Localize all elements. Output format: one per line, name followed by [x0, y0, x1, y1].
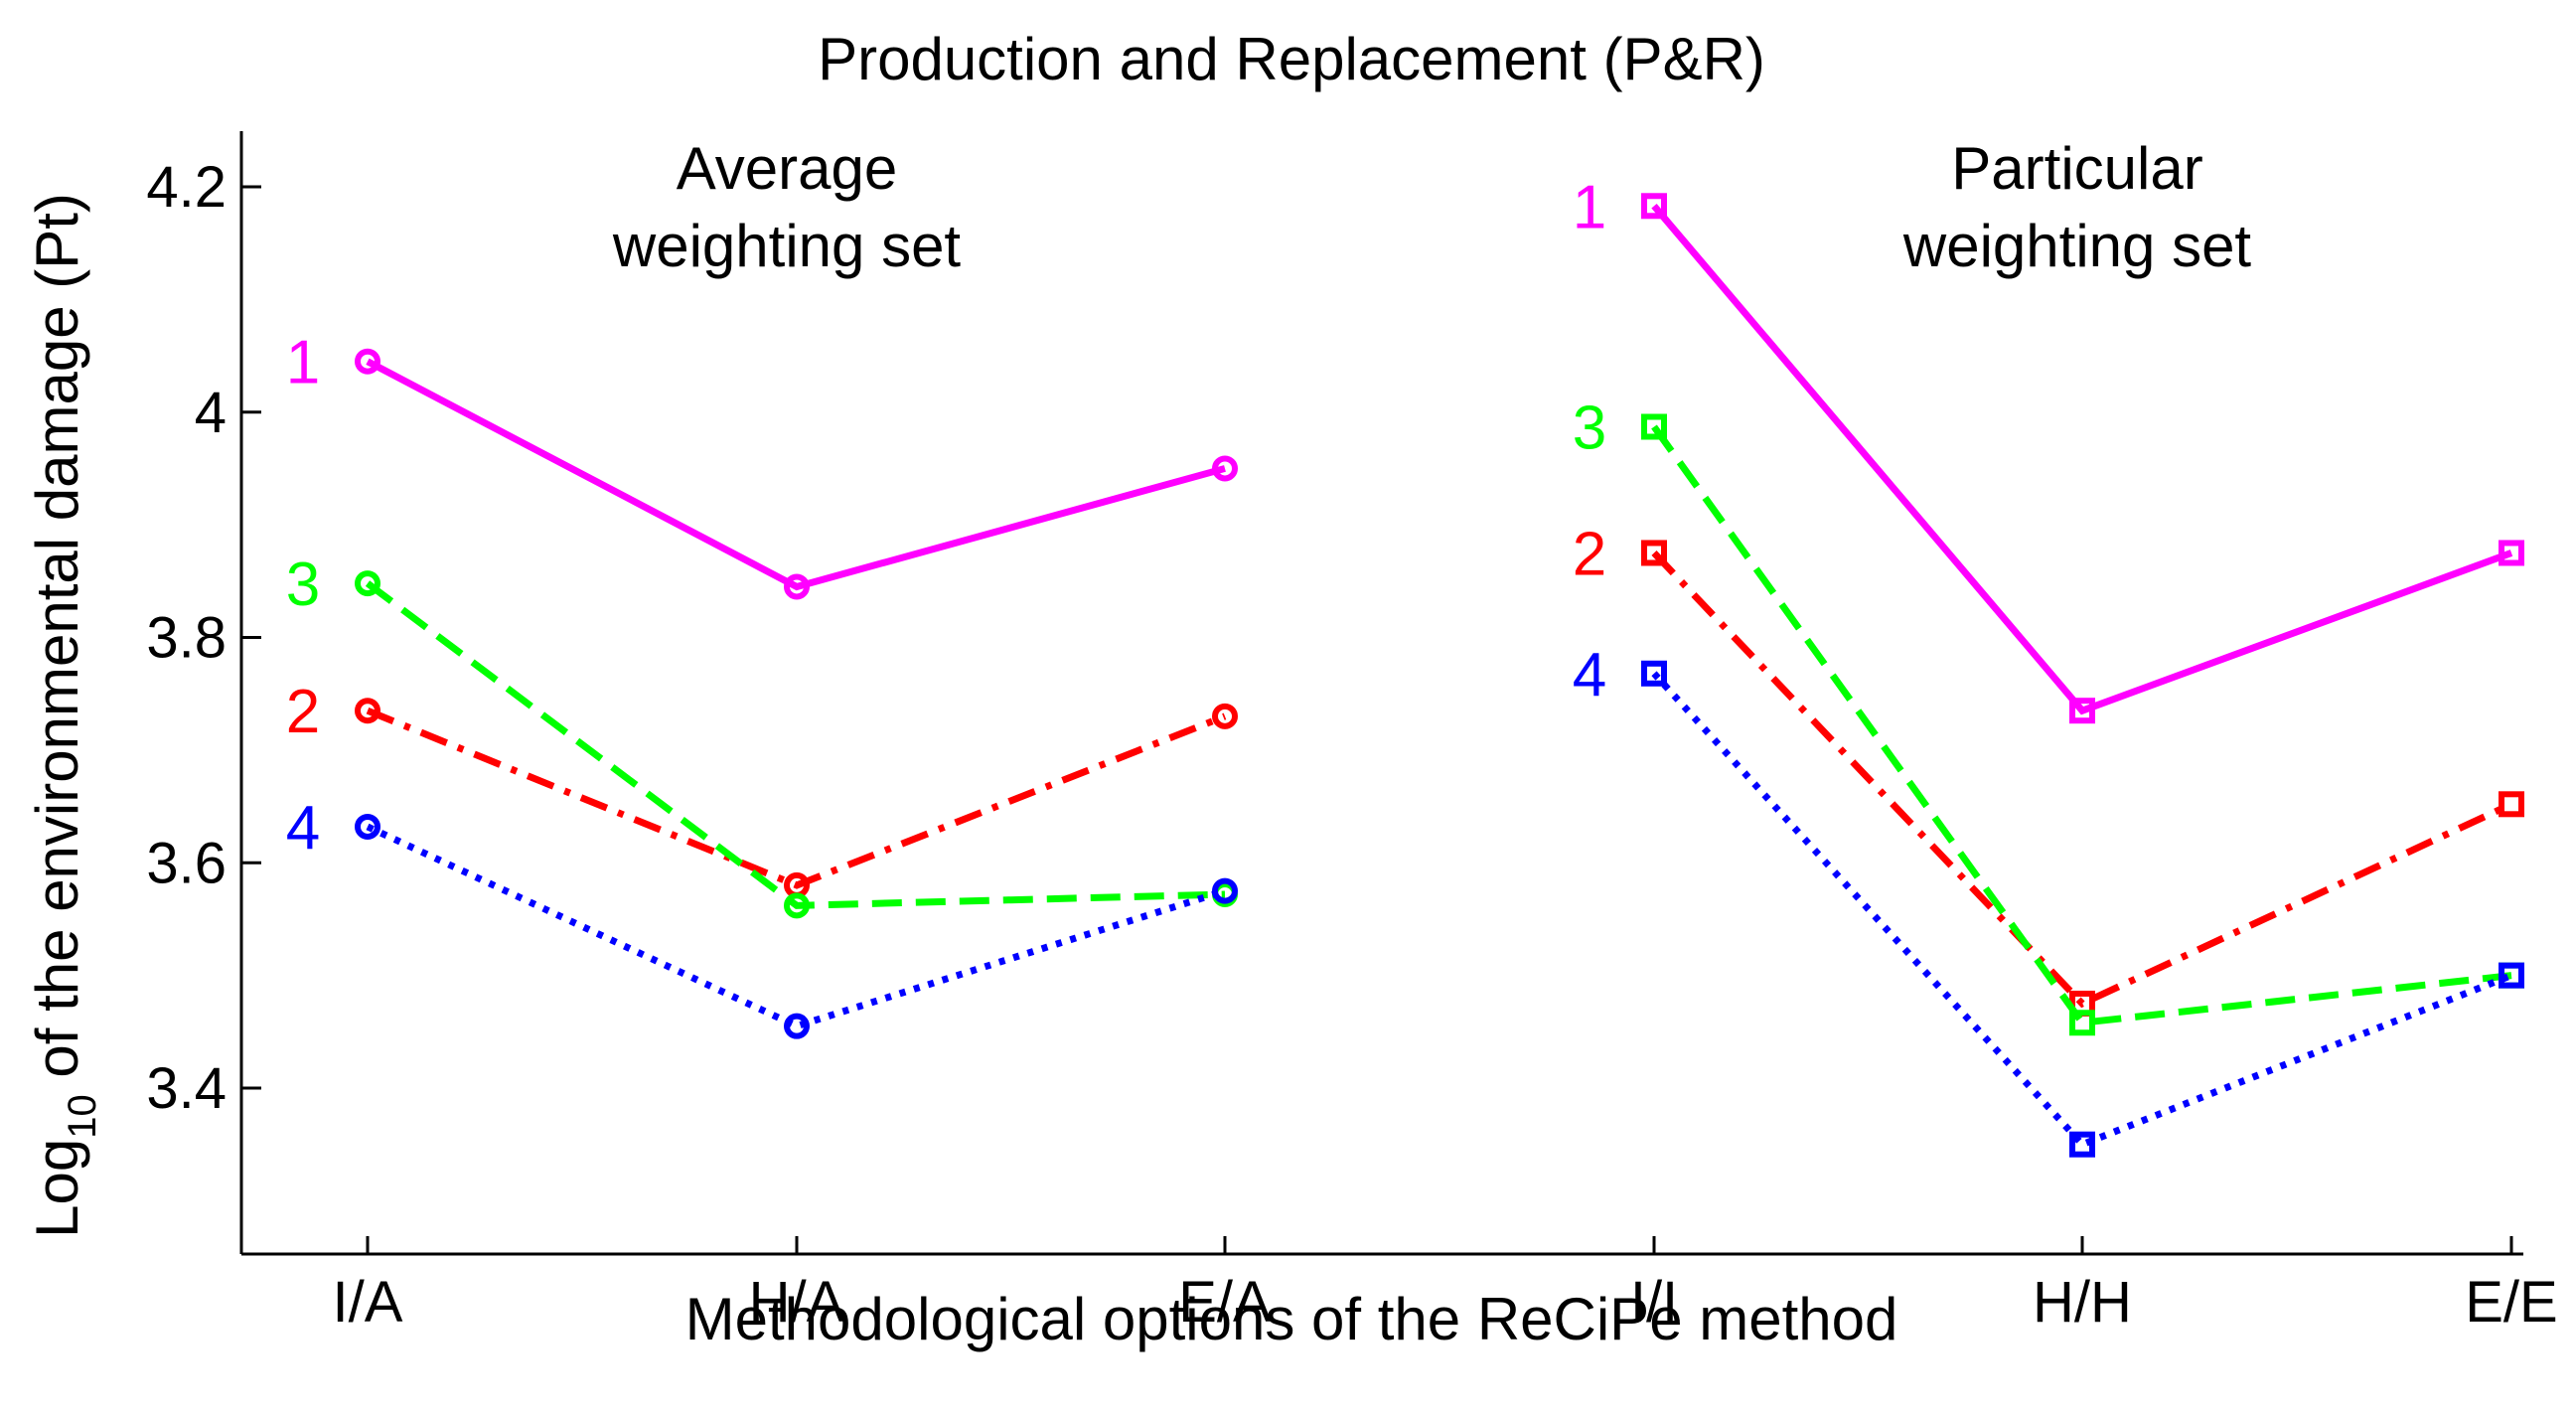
y-tick-label: 3.6: [146, 831, 227, 895]
series-label: 3: [286, 551, 320, 619]
data-point: [2069, 1010, 2095, 1036]
series-label: 3: [1573, 394, 1606, 462]
series-line: [1651, 204, 2513, 715]
data-point: [1641, 193, 1667, 220]
group-label-line: Particular: [1951, 135, 2202, 202]
y-axis-label-prefix: Log: [24, 1139, 90, 1238]
series-line: [1651, 424, 2512, 1026]
data-point: [2069, 1131, 2095, 1158]
data-point: [2499, 962, 2524, 989]
group-label-line: weighting set: [612, 213, 962, 279]
chart-title: Production and Replacement (P&R): [818, 26, 1765, 92]
series-layer: [355, 193, 2524, 1158]
series-2: [355, 540, 2524, 1017]
data-point: [1212, 877, 1238, 904]
series-label: 2: [286, 678, 320, 746]
data-point: [784, 1013, 810, 1039]
y-tick-label: 3.4: [146, 1056, 227, 1121]
series-1: [355, 193, 2524, 724]
plot-axes: [239, 131, 2523, 1256]
series-labels: 1 1 2 2 3 3 4 4: [286, 173, 1606, 863]
data-point: [355, 348, 380, 375]
data-point: [2499, 540, 2524, 566]
series-label: 4: [286, 794, 320, 863]
data-point: [355, 813, 380, 840]
group-label-line: weighting set: [1902, 213, 2252, 279]
series-line: [1651, 671, 2513, 1149]
x-tick-label: H/A: [749, 1270, 845, 1335]
series-label: 1: [286, 329, 320, 397]
x-tick-label: E/A: [1178, 1270, 1272, 1335]
group-label-line: Average: [677, 135, 897, 202]
series-label: 4: [1573, 641, 1606, 709]
y-tick-label: 4.2: [146, 155, 227, 220]
series-line: [365, 580, 1226, 909]
data-point: [2499, 791, 2524, 818]
x-tick-label: I/A: [333, 1270, 403, 1335]
series-line: [366, 707, 1227, 889]
y-axis-label: Log10 of the environmental damage (Pt): [24, 193, 104, 1238]
series-label: 2: [1573, 520, 1606, 588]
x-tick-label: H/H: [2033, 1270, 2132, 1335]
y-axis-label-suffix: of the environmental damage (Pt): [24, 193, 90, 1094]
data-point: [1641, 660, 1667, 687]
data-point: [1212, 703, 1238, 729]
x-tick-label: I/I: [1630, 1270, 1678, 1335]
series-label: 1: [1573, 173, 1606, 241]
data-point: [784, 892, 810, 919]
group-labels: Average weighting set Particular weighting …: [612, 135, 2252, 279]
data-point: [355, 570, 380, 597]
data-point: [1641, 540, 1667, 566]
x-tick-label: E/E: [2465, 1270, 2558, 1335]
data-point: [355, 698, 380, 724]
data-point: [2069, 698, 2095, 724]
x-ticks: I/A H/A E/A I/I H/H E/E: [333, 1236, 2558, 1335]
y-tick-label: 4: [195, 381, 227, 445]
data-point: [1641, 413, 1667, 440]
series-line: [366, 358, 1226, 591]
y-tick-label: 3.8: [146, 606, 227, 671]
data-point: [1212, 455, 1238, 482]
series-4: [355, 660, 2524, 1158]
data-point: [784, 573, 810, 600]
x-axis-label: Methodological options of the ReCiPe met…: [685, 1286, 1898, 1352]
series-line: [1651, 551, 2513, 1009]
y-ticks: 3.4 3.6 3.8 4 4.2: [146, 155, 261, 1121]
y-axis-label-subscript: 10: [61, 1094, 104, 1139]
